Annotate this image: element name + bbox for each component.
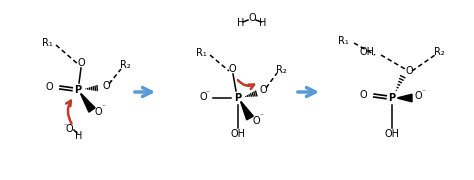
Text: H: H <box>237 18 245 28</box>
Text: ⁻: ⁻ <box>259 111 263 120</box>
Text: O: O <box>405 66 413 76</box>
Text: O: O <box>102 81 110 91</box>
Text: OH: OH <box>359 47 374 57</box>
Text: ⁻: ⁻ <box>108 78 112 87</box>
Text: H: H <box>259 18 267 28</box>
Text: O: O <box>94 107 102 117</box>
Text: ⁻: ⁻ <box>63 122 67 130</box>
Text: R₂: R₂ <box>119 60 130 70</box>
Text: P: P <box>388 93 396 103</box>
Text: O: O <box>199 92 207 102</box>
Text: R₁: R₁ <box>196 48 206 58</box>
Text: R₁: R₁ <box>42 38 52 48</box>
Text: O: O <box>259 85 267 95</box>
Text: P: P <box>74 85 82 95</box>
Text: O: O <box>414 91 422 101</box>
Text: O: O <box>359 90 367 100</box>
Text: R₁: R₁ <box>337 36 348 46</box>
Text: O: O <box>77 58 85 68</box>
Text: ⁻: ⁻ <box>421 87 425 96</box>
Text: R₂: R₂ <box>434 47 444 57</box>
Text: ⁻: ⁻ <box>101 102 105 111</box>
Text: O: O <box>248 13 256 23</box>
Polygon shape <box>398 94 412 102</box>
Text: ⁻: ⁻ <box>205 89 209 98</box>
Text: O: O <box>65 124 73 134</box>
Text: P: P <box>235 93 242 103</box>
Text: O: O <box>252 116 260 126</box>
Text: O: O <box>45 82 53 92</box>
Polygon shape <box>241 102 253 120</box>
Text: OH: OH <box>230 129 246 139</box>
Text: OH: OH <box>384 129 400 139</box>
Text: R₂: R₂ <box>275 65 286 75</box>
Polygon shape <box>81 94 95 112</box>
Text: O: O <box>228 64 236 74</box>
Text: H: H <box>75 131 82 141</box>
